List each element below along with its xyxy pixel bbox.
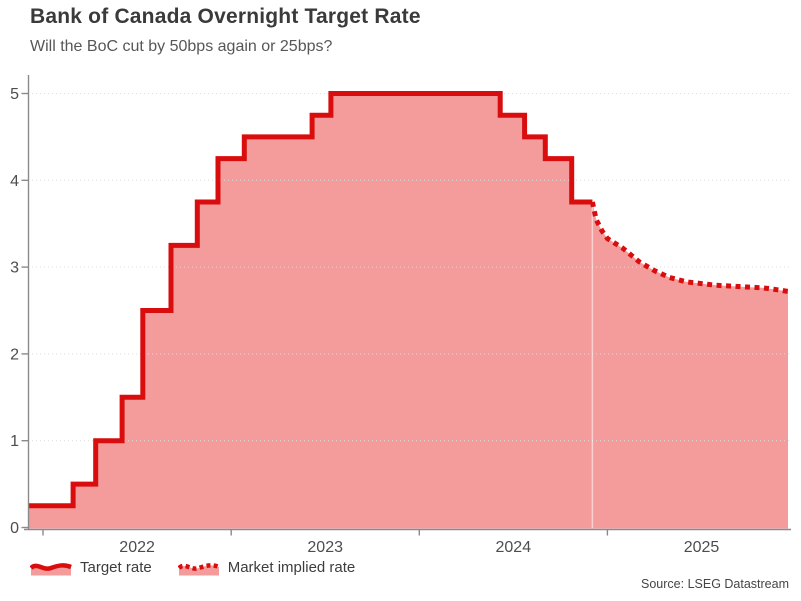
- x-tick-label: 2023: [307, 539, 343, 556]
- target-rate-line: [28, 91, 593, 509]
- y-tick-label: 1: [10, 433, 19, 450]
- dotted-line-swatch-icon: [177, 563, 220, 576]
- y-tick-label: 2: [10, 346, 19, 363]
- solid-line-swatch-icon: [30, 563, 72, 576]
- legend-item-market-implied-rate: Market implied rate: [177, 558, 356, 576]
- legend-item-target-rate: Target rate: [30, 558, 152, 576]
- chart-legend: Target rate Market implied rate: [30, 558, 355, 576]
- legend-label-market-implied-rate: Market implied rate: [227, 558, 356, 576]
- market-implied-line: [589, 201, 789, 294]
- legend-label-target-rate: Target rate: [80, 558, 152, 576]
- y-tick-label: 5: [10, 86, 19, 103]
- x-tick-label: 2025: [684, 539, 720, 556]
- y-tick-label: 3: [10, 260, 19, 277]
- source-attribution: Source: LSEG Datastream: [641, 577, 789, 591]
- page-title: Bank of Canada Overnight Target Rate: [30, 5, 421, 28]
- x-tick-label: 2024: [496, 539, 532, 556]
- x-tick-label: 2022: [119, 539, 155, 556]
- y-tick-label: 4: [10, 173, 19, 190]
- chart-subtitle: Will the BoC cut by 50bps again or 25bps…: [30, 38, 333, 55]
- y-tick-label: 0: [10, 520, 19, 537]
